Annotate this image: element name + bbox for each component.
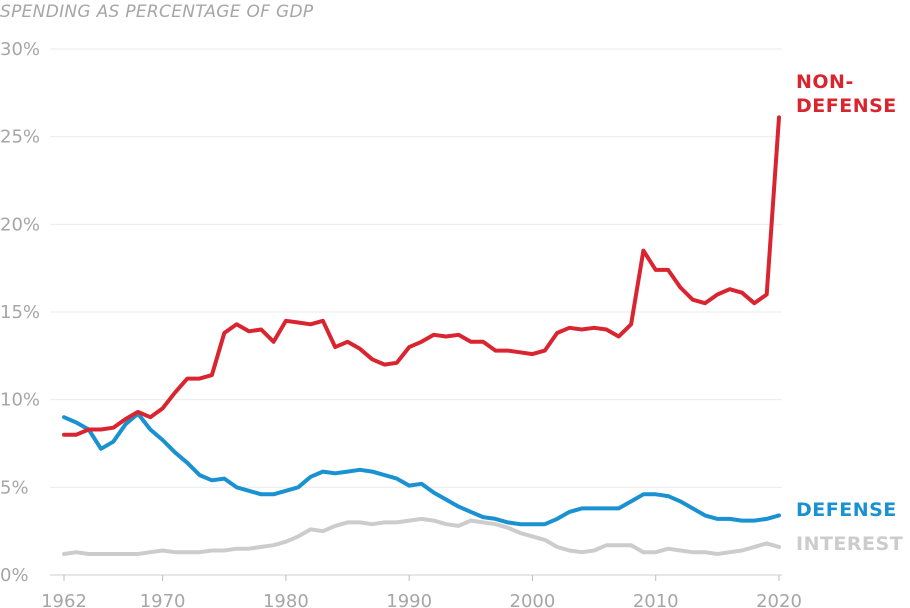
- x-tick-label: 2000: [510, 591, 556, 608]
- x-tick-label: 1980: [263, 591, 309, 608]
- y-tick-label: 20%: [0, 214, 40, 235]
- x-tick-label: 2010: [633, 591, 679, 608]
- series-label-interest: INTEREST: [796, 533, 903, 555]
- y-tick-label: 10%: [0, 390, 40, 411]
- y-tick-label: 15%: [0, 302, 40, 323]
- y-tick-label: 25%: [0, 127, 40, 148]
- series-line-defense: [62, 411, 781, 527]
- series-label-line: DEFENSE: [796, 499, 897, 521]
- series-label-line: INTEREST: [796, 533, 903, 555]
- series-line-non-defense: [62, 115, 781, 437]
- x-tick-label: 1990: [386, 591, 432, 608]
- grid-lines: [50, 48, 782, 576]
- series-label-non-defense: NON-DEFENSE: [796, 71, 897, 117]
- y-tick-label: 0%: [0, 565, 29, 586]
- y-tick-label: 5%: [0, 477, 29, 498]
- x-tick-label: 1962: [41, 591, 87, 608]
- y-tick-label: 30%: [0, 39, 40, 60]
- chart-title: SPENDING AS PERCENTAGE OF GDP: [0, 2, 314, 22]
- series-label-line: NON-: [796, 71, 854, 93]
- series-label-line: DEFENSE: [796, 95, 897, 117]
- y-axis: 0% 5% 10% 15% 20% 25% 30%: [0, 39, 40, 586]
- x-tick-label: 1970: [140, 591, 186, 608]
- series-label-defense: DEFENSE: [796, 499, 897, 521]
- x-axis: 1962 1970 1980 1990 2000 2010 2020: [41, 575, 802, 608]
- x-tick-label: 2020: [756, 591, 802, 608]
- series-line-interest: [62, 516, 781, 556]
- series-lines: [62, 115, 781, 556]
